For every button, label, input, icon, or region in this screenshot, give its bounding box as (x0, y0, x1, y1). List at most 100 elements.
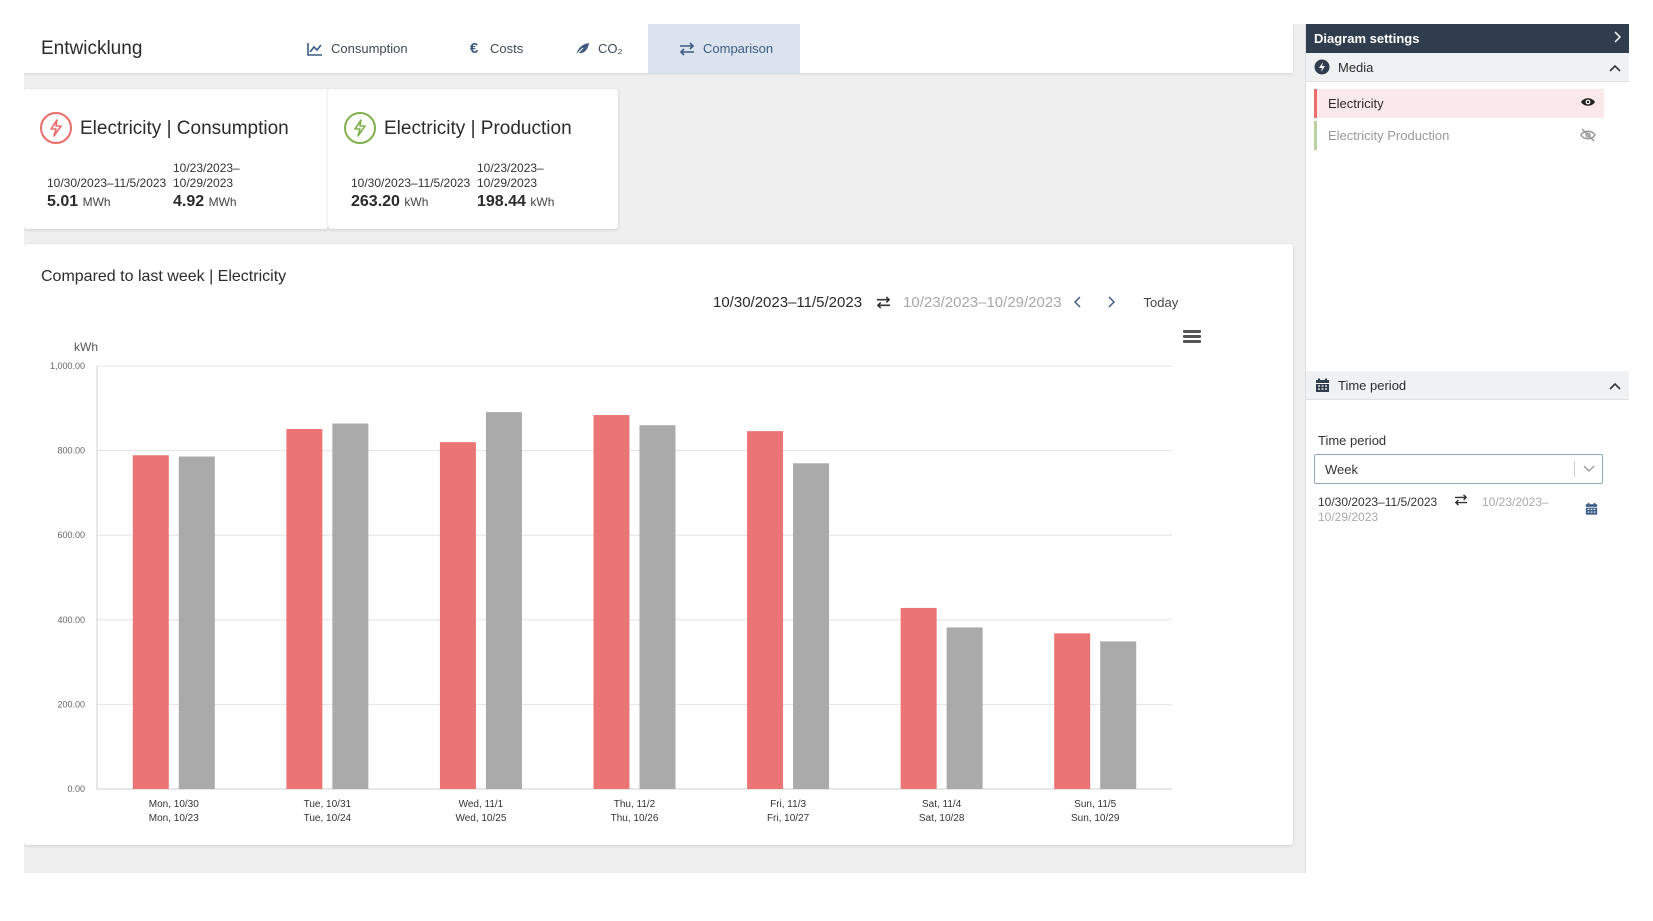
time-current-range[interactable]: 10/30/2023–11/5/2023 (1318, 495, 1438, 509)
previous-range-start: 10/23/2023– (173, 161, 240, 175)
page-title: Entwicklung (41, 38, 143, 59)
y-axis-label: kWh (74, 340, 98, 354)
previous-range-end: 10/29/2023 (173, 176, 234, 190)
x-tick-label: Fri, 11/3 (770, 799, 806, 810)
tab-comparison[interactable]: Comparison (648, 24, 800, 73)
bar (1100, 641, 1137, 789)
settings-title: Diagram settings (1314, 31, 1420, 46)
previous-unit: kWh (530, 195, 555, 209)
media-item-electricity[interactable]: Electricity (1314, 89, 1604, 118)
eye-icon[interactable] (1580, 96, 1596, 111)
tab-label: Costs (490, 41, 524, 56)
media-item-label: Electricity Production (1328, 128, 1450, 143)
y-tick-label: 800.00 (57, 446, 85, 456)
y-tick-label: 400.00 (57, 615, 85, 625)
diagram-settings-panel: Diagram settings Media Electricity Elect… (1305, 24, 1629, 873)
previous-value: 198.44 (477, 193, 526, 210)
tab-co2[interactable]: CO₂ (572, 24, 652, 73)
lightning-icon (40, 112, 72, 144)
today-button[interactable]: Today (1143, 294, 1179, 310)
bar (593, 415, 630, 789)
tab-label: CO₂ (598, 41, 623, 56)
time-period-select[interactable]: Week (1314, 454, 1603, 484)
chart-title: Compared to last week | Electricity (41, 268, 287, 285)
summary-card-production: Electricity | Production 10/30/2023–11/5… (328, 89, 618, 229)
chevron-left-icon[interactable] (1073, 296, 1082, 308)
chevron-right-icon[interactable] (1107, 296, 1115, 308)
chevron-down-icon[interactable] (1574, 461, 1602, 477)
x-tick-label: Sun, 10/29 (1071, 813, 1120, 824)
previous-date-range[interactable]: 10/23/2023–10/29/2023 (903, 293, 1062, 311)
tab-consumption[interactable]: Consumption (305, 24, 429, 73)
settings-header[interactable]: Diagram settings (1306, 24, 1629, 53)
chevron-up-icon[interactable] (1609, 60, 1621, 75)
comparison-chart-panel: 0.00 200.00 400.00 600.00 800.00 1,000.00 kWh M… (24, 244, 1293, 845)
x-tick-label: Fri, 10/27 (767, 813, 810, 824)
media-item-electricity-production[interactable]: Electricity Production (1314, 121, 1604, 150)
x-tick-label: Wed, 11/1 (459, 799, 504, 810)
media-item-label: Electricity (1328, 96, 1384, 111)
bar (1054, 633, 1091, 789)
top-bar: Entwicklung Consumption € Costs CO₂ Comp… (24, 24, 1293, 73)
current-date-range[interactable]: 10/30/2023–11/5/2023 (713, 293, 863, 311)
euro-icon: € (469, 40, 479, 57)
section-title: Media (1338, 59, 1374, 75)
bar (332, 423, 369, 789)
y-tick-label: 600.00 (57, 530, 85, 540)
date-navigator: 10/30/2023–11/5/2023 10/23/2023–10/29/20… (713, 290, 1178, 314)
tab-label: Comparison (703, 41, 774, 56)
bar (439, 442, 476, 789)
current-period: 10/30/2023–11/5/2023 263.20 kWh (351, 161, 470, 211)
bar (178, 456, 215, 789)
lightning-icon (344, 112, 376, 144)
previous-value: 4.92 (173, 193, 205, 210)
card-title: Electricity | Consumption (80, 118, 289, 139)
tab-costs[interactable]: € Costs (464, 24, 544, 73)
y-tick-label: 1,000.00 (50, 361, 85, 371)
chevron-right-icon[interactable] (1613, 30, 1622, 46)
media-section-header[interactable]: Media (1306, 53, 1629, 82)
lightning-circle-icon (1314, 59, 1330, 75)
swap-arrows-icon (677, 39, 697, 59)
x-tick-label: Tue, 10/24 (304, 813, 352, 824)
current-unit: kWh (404, 195, 429, 209)
x-tick-label: Mon, 10/30 (149, 799, 199, 810)
current-unit: MWh (82, 195, 111, 209)
previous-range-end: 10/29/2023 (1318, 510, 1379, 524)
eye-slash-icon[interactable] (1580, 128, 1596, 145)
comparison-bar-chart: 0.00 200.00 400.00 600.00 800.00 1,000.00 kWh M… (50, 340, 1172, 824)
swap-arrows-icon[interactable] (876, 295, 891, 309)
previous-range-start: 10/23/2023– (477, 161, 544, 175)
current-value: 5.01 (47, 193, 79, 210)
x-tick-label: Wed, 10/25 (455, 813, 506, 824)
bar (286, 429, 323, 789)
current-period: 10/30/2023–11/5/2023 5.01 MWh (47, 161, 166, 211)
line-chart-icon (305, 39, 325, 59)
x-tick-label: Mon, 10/23 (149, 813, 199, 824)
bar (639, 425, 676, 789)
current-range: 10/30/2023–11/5/2023 (47, 176, 167, 190)
leaf-icon (572, 39, 592, 59)
app-window: Entwicklung Consumption € Costs CO₂ Comp… (24, 24, 1629, 897)
x-tick-label: Thu, 10/26 (611, 813, 659, 824)
swap-arrows-icon[interactable] (1454, 493, 1468, 511)
calendar-icon[interactable] (1585, 502, 1598, 521)
time-section-header[interactable]: Time period (1306, 371, 1629, 400)
time-previous-range[interactable]: 10/23/2023– 10/29/2023 (1318, 495, 1568, 525)
time-period-label: Time period (1318, 433, 1387, 448)
x-tick-label: Sat, 10/28 (919, 813, 965, 824)
x-tick-label: Sat, 11/4 (922, 799, 962, 810)
bar (485, 412, 522, 789)
bar (900, 607, 937, 789)
tab-label: Consumption (331, 41, 408, 56)
x-tick-label: Thu, 11/2 (614, 799, 656, 810)
x-tick-label: Sun, 11/5 (1074, 799, 1117, 810)
x-tick-label: Tue, 10/31 (304, 799, 352, 810)
chart-menu-icon[interactable] (1183, 330, 1201, 344)
select-value: Week (1325, 461, 1358, 477)
section-title: Time period (1338, 377, 1407, 393)
current-range: 10/30/2023–11/5/2023 (351, 176, 471, 190)
bar (946, 627, 983, 789)
chevron-up-icon[interactable] (1609, 378, 1621, 393)
previous-range-end: 10/29/2023 (477, 176, 538, 190)
